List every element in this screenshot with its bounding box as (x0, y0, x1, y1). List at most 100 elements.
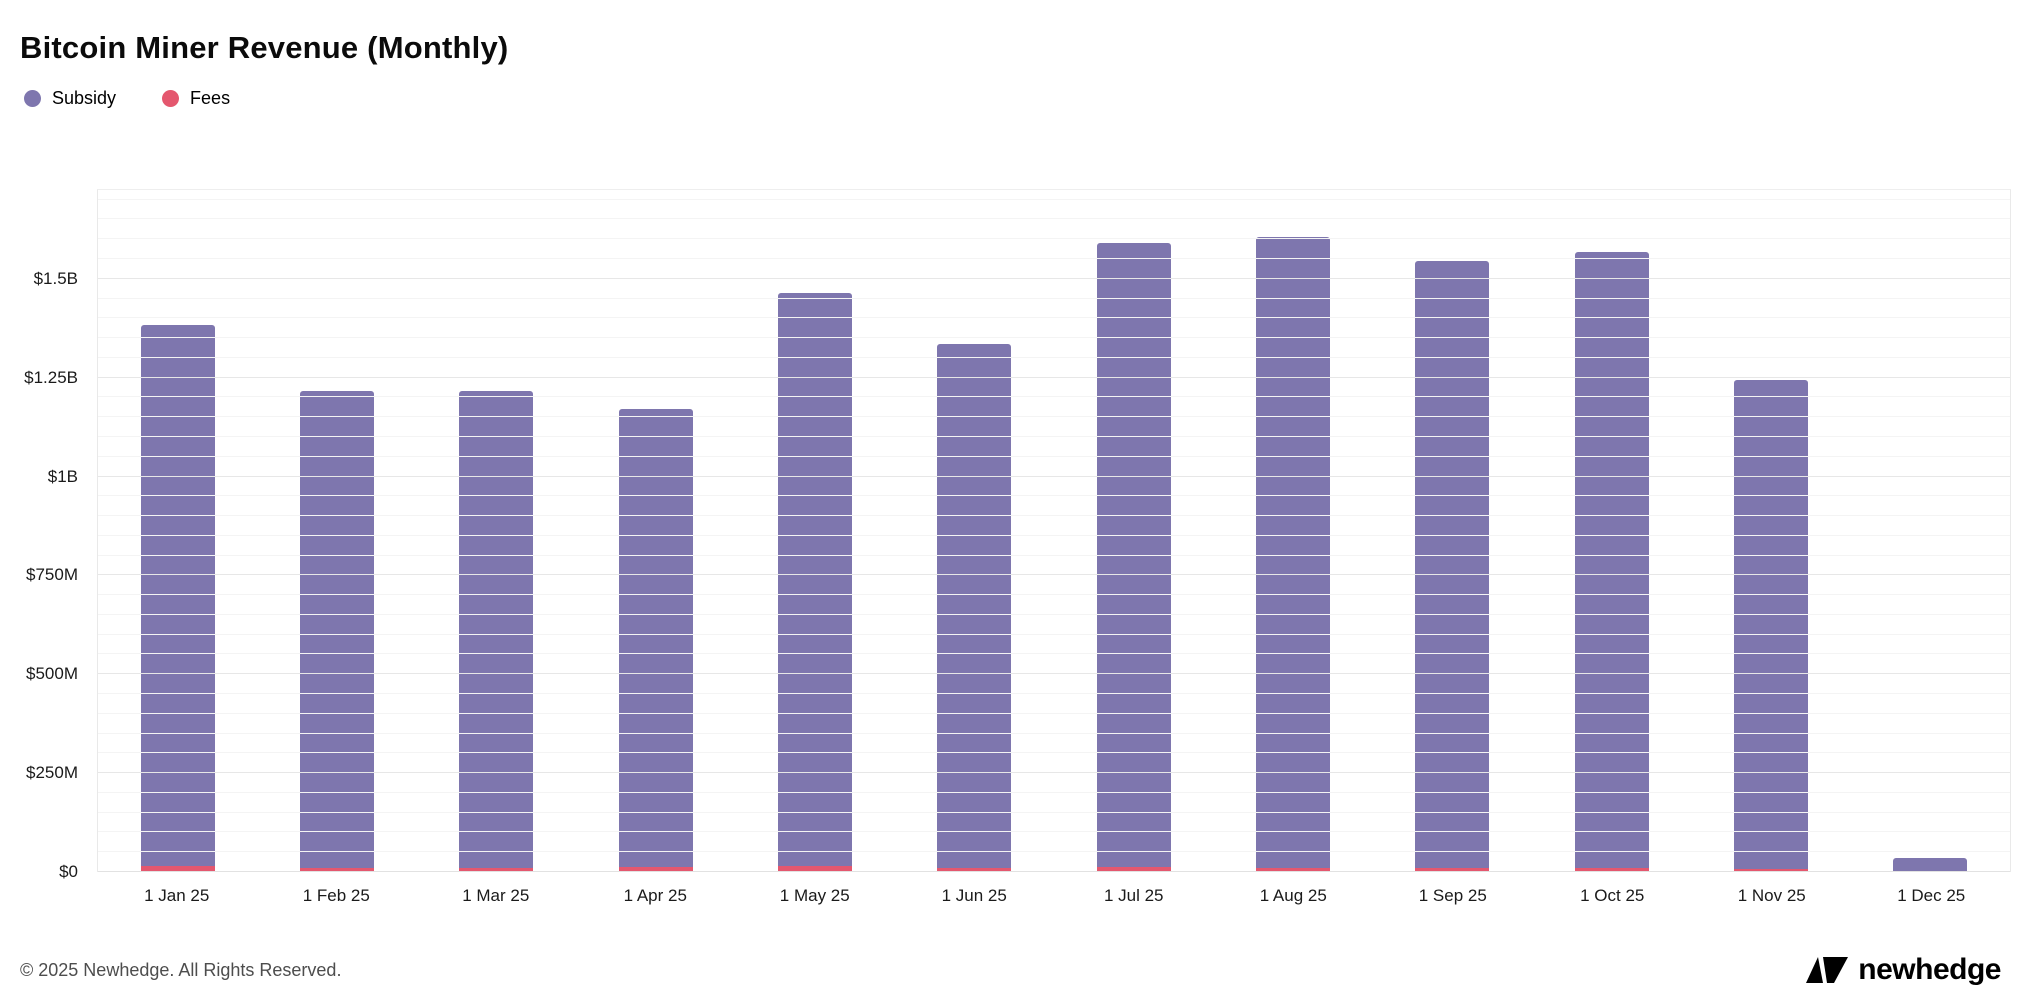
bar-segment-subsidy[interactable] (937, 343, 1012, 868)
gridline-minor (98, 693, 2010, 695)
x-tick-label: 1 Nov 25 (1737, 886, 1806, 905)
gridline-major (98, 574, 2010, 576)
gridline-minor (98, 218, 2010, 220)
bar-column-1-nov-25[interactable] (1691, 190, 1850, 872)
bar-stack[interactable] (937, 343, 1012, 872)
gridline-minor (98, 831, 2010, 833)
subsidy-legend-dot-icon (24, 90, 41, 107)
bar-stack[interactable] (618, 409, 693, 872)
bar-stack[interactable] (140, 324, 215, 872)
bar-stack[interactable] (1574, 251, 1649, 872)
y-tick-label: $500M (26, 664, 78, 684)
bar-segment-subsidy[interactable] (1574, 251, 1649, 869)
bar-segment-fees[interactable] (1733, 869, 1808, 872)
bar-segment-subsidy[interactable] (618, 409, 693, 868)
bar-column-1-sep-25[interactable] (1373, 190, 1532, 872)
bar-stack[interactable] (459, 391, 534, 872)
gridline-minor (98, 653, 2010, 655)
bar-column-1-mar-25[interactable] (417, 190, 576, 872)
legend-item-fees[interactable]: Fees (162, 88, 230, 109)
bar-column-1-jul-25[interactable] (1054, 190, 1213, 872)
x-axis: 1 Jan 25 1 Feb 25 1 Mar 25 1 Apr 25 1 May 25… (97, 872, 2011, 920)
bar-segment-fees[interactable] (937, 867, 1012, 872)
y-tick-label: $1B (47, 466, 78, 486)
bar-column-1-oct-25[interactable] (1532, 190, 1691, 872)
bar-segment-fees[interactable] (459, 867, 534, 872)
bar-stack[interactable] (1415, 260, 1490, 872)
x-tick-label: 1 Apr 25 (623, 886, 687, 905)
bar-segment-subsidy[interactable] (140, 324, 215, 867)
gridline-minor (98, 297, 2010, 299)
bar-column-1-may-25[interactable] (735, 190, 894, 872)
bar-segment-subsidy[interactable] (459, 391, 534, 868)
bar-stack[interactable] (1893, 858, 1968, 872)
gridline-minor (98, 238, 2010, 240)
gridline-zero (98, 871, 2010, 872)
gridline-minor (98, 258, 2010, 260)
bar-segment-subsidy[interactable] (777, 293, 852, 867)
x-tick-label: 1 Oct 25 (1580, 886, 1645, 905)
gridline-minor (98, 752, 2010, 754)
gridline-major (98, 475, 2010, 477)
bar-column-1-aug-25[interactable] (1213, 190, 1372, 872)
bar-column-1-feb-25[interactable] (257, 190, 416, 872)
fees-legend-dot-icon (162, 90, 180, 107)
gridline-minor (98, 396, 2010, 398)
gridline-minor (98, 317, 2010, 319)
bar-segment-fees[interactable] (299, 867, 374, 872)
brand-name: newhedge (1858, 953, 2001, 986)
gridline-major (98, 376, 2010, 378)
bar-stack[interactable] (1255, 236, 1330, 872)
y-tick-label: $750M (26, 565, 78, 585)
x-tick-label: 1 Mar 25 (462, 886, 530, 905)
gridline-minor (98, 554, 2010, 556)
bar-segment-subsidy[interactable] (1415, 260, 1490, 869)
bar-segment-fees[interactable] (140, 866, 215, 872)
gridline-minor (98, 811, 2010, 813)
newhedge-logo-icon (1806, 955, 1849, 985)
bar-stack[interactable] (777, 293, 852, 872)
y-tick-label: $1.25B (24, 367, 78, 387)
y-tick-label: $250M (26, 763, 78, 783)
bar-segment-subsidy[interactable] (1893, 858, 1968, 871)
gridline-minor (98, 791, 2010, 793)
copyright-text: © 2025 Newhedge. All Rights Reserved. (20, 959, 342, 980)
bar-column-1-dec-25[interactable] (1851, 190, 2010, 872)
x-tick-label: 1 Aug 25 (1259, 886, 1327, 905)
bar-segment-fees[interactable] (777, 866, 852, 872)
gridline-minor (98, 337, 2010, 339)
legend-item-subsidy[interactable]: Subsidy (24, 88, 116, 109)
bar-segment-subsidy[interactable] (1733, 379, 1808, 870)
gridline-major (98, 673, 2010, 675)
x-tick-label: 1 Sep 25 (1418, 886, 1487, 905)
brand-logo[interactable]: newhedge (1806, 953, 2001, 987)
bar-column-1-jun-25[interactable] (895, 190, 1054, 872)
gridline-minor (98, 613, 2010, 615)
gridline-minor (98, 732, 2010, 734)
gridline-minor (98, 198, 2010, 200)
bar-segment-subsidy[interactable] (299, 391, 374, 868)
x-tick-label: 1 Feb 25 (302, 886, 370, 905)
chart-legend: Subsidy Fees (24, 88, 2025, 109)
bar-segment-fees[interactable] (618, 867, 693, 872)
legend-label-fees: Fees (190, 88, 231, 108)
gridline-minor (98, 633, 2010, 635)
x-tick-label: 1 Jan 25 (144, 886, 210, 905)
bars-container (98, 190, 2010, 872)
gridline-minor (98, 455, 2010, 457)
gridline-minor (98, 356, 2010, 358)
page-title: Bitcoin Miner Revenue (Monthly) (20, 30, 509, 65)
bar-segment-fees[interactable] (1255, 867, 1330, 872)
gridline-major (98, 772, 2010, 774)
bar-column-1-jan-25[interactable] (98, 190, 257, 872)
bar-stack[interactable] (299, 391, 374, 872)
bar-segment-subsidy[interactable] (1255, 236, 1330, 868)
bar-segment-fees[interactable] (1096, 867, 1171, 872)
gridline-major (98, 277, 2010, 279)
bar-segment-fees[interactable] (1415, 868, 1490, 872)
y-axis: $0 $250M $500M $750M $1B $1.25B $1.5B (0, 189, 88, 881)
bar-column-1-apr-25[interactable] (576, 190, 735, 872)
bar-segment-fees[interactable] (1574, 868, 1649, 872)
bar-stack[interactable] (1733, 379, 1808, 872)
legend-label-subsidy: Subsidy (52, 88, 117, 108)
